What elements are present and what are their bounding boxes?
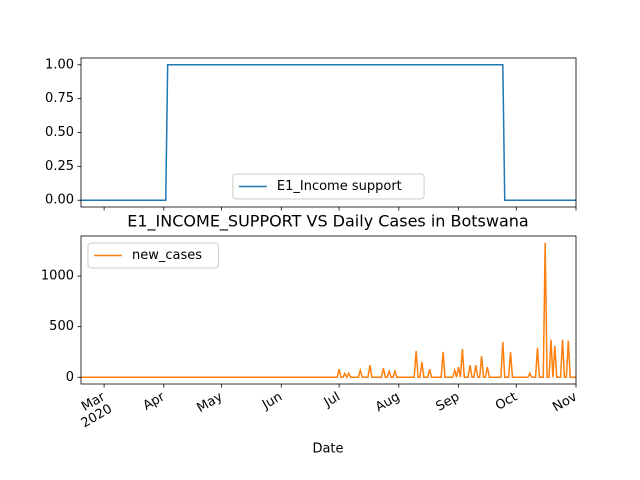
legend-box — [232, 173, 425, 200]
axes-frame — [80, 57, 577, 208]
y-tick-label: 0.50 — [45, 125, 74, 140]
chart-title: E1_INCOME_SUPPORT VS Daily Cases in Bots… — [127, 212, 528, 232]
axes-frame — [80, 235, 577, 385]
x-tick-label: Jun — [259, 390, 285, 414]
y-tick-label: 500 — [49, 319, 74, 334]
x-tick-label: Aug — [373, 390, 402, 416]
x-axis-label: Date — [312, 442, 343, 457]
x-tick-label: May — [195, 389, 226, 416]
y-tick-label: 0.00 — [45, 193, 74, 208]
y-tick-label: 0 — [66, 370, 74, 385]
x-tick-label: Nov — [550, 389, 580, 415]
x-tick-label: Apr — [141, 389, 169, 414]
x-tick-label: Sep — [434, 390, 463, 415]
data-line — [81, 242, 576, 380]
legend-label: new_cases — [132, 248, 202, 263]
legend-label: E1_Income support — [277, 179, 402, 194]
data-line — [81, 64, 576, 201]
x-tick-label: Jul — [321, 390, 343, 411]
x-tick-label: Oct — [493, 390, 520, 414]
legend-box — [87, 242, 219, 269]
y-tick-label: 0.75 — [45, 91, 74, 106]
y-tick-label: 1000 — [41, 269, 74, 284]
y-tick-label: 1.00 — [45, 57, 74, 72]
y-tick-label: 0.25 — [45, 159, 74, 174]
